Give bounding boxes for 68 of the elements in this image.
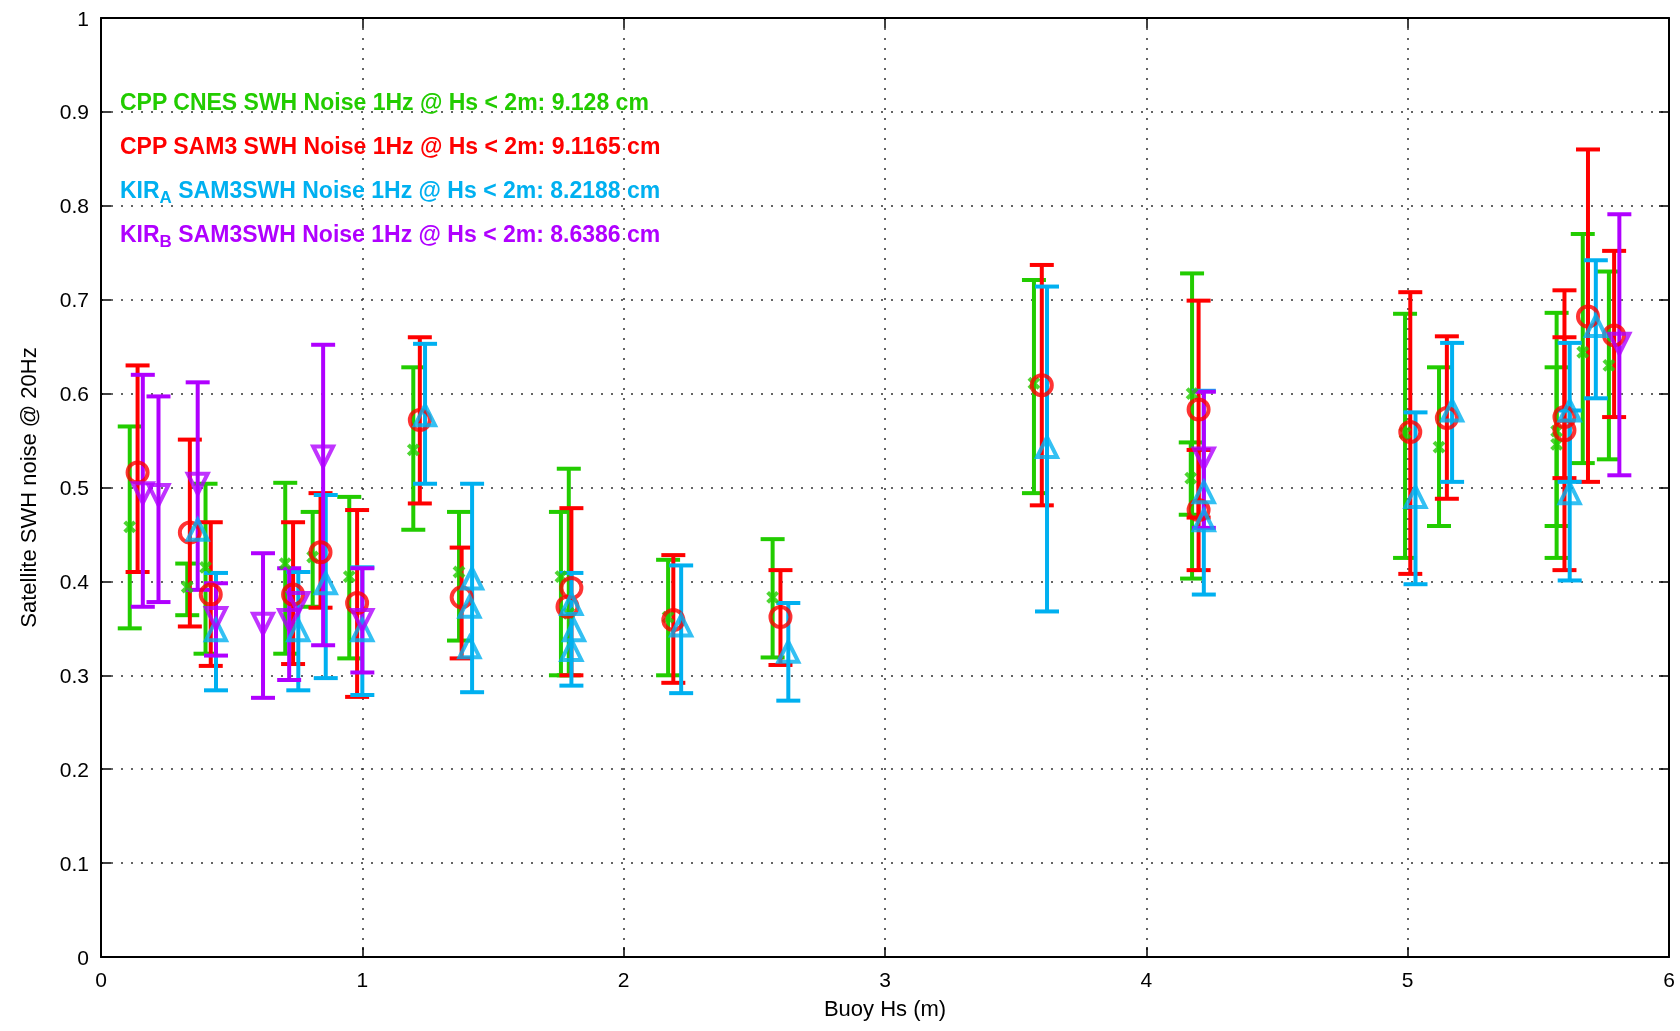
point [768,605,793,630]
text: CPP CNES SWH Noise 1Hz @ Hs < 2m: 9.128 cm [120,88,649,115]
x-tick-label: 0 [95,968,107,991]
point [452,565,467,580]
y-tick-label: 0.4 [59,569,90,593]
point [776,639,801,664]
point [413,403,438,428]
point [1185,386,1200,401]
point [308,540,333,565]
point [1191,446,1216,471]
x-tick-label: 5 [1401,968,1414,991]
point [1191,480,1216,505]
point [1575,345,1590,360]
point [146,483,171,508]
y-tick-label: 1 [77,6,89,30]
y-tick-label: 0.2 [59,757,89,781]
y-tick-label: 0.1 [59,851,89,875]
point [342,569,357,584]
point [559,637,584,662]
point [122,519,137,534]
point [130,481,155,506]
x-tick-label: 1 [356,968,369,991]
x-axis-title: Buoy Hs (m) [823,995,947,1021]
y-tick-label: 0.5 [59,476,89,499]
y-tick-label: 0.8 [59,194,89,218]
point [1607,331,1632,356]
point [350,607,375,632]
point [1582,311,1609,338]
point [184,515,211,542]
point [1403,484,1428,509]
point [1186,397,1211,422]
point [198,582,223,607]
point [1432,440,1447,455]
point [251,611,276,636]
point [203,606,228,631]
point [406,442,421,457]
point [311,444,336,469]
x-tick-label: 2 [617,968,630,991]
point [185,471,210,496]
x-tick-label: 3 [879,968,891,991]
text: CPP SAM3 SWH Noise 1Hz @ Hs < 2m: 9.1165 cm [120,132,661,159]
point [765,590,780,605]
point [1183,471,1198,486]
y-tick-label: 0.6 [59,382,89,406]
point [1191,508,1216,533]
point [285,591,312,618]
point [562,618,587,643]
x-tick-label: 4 [1140,968,1153,991]
point [1440,398,1465,423]
y-tick-label: 0 [77,945,89,969]
point [668,611,695,638]
point [180,580,195,595]
point [1398,420,1423,445]
y-tick-label: 0.9 [59,100,89,124]
point [1557,398,1582,423]
point [1601,358,1616,373]
point [286,618,311,643]
x-tick-label: 6 [1663,968,1675,991]
point [460,566,485,591]
point [1029,373,1054,398]
point [313,571,338,596]
point [278,556,293,571]
point [1557,481,1582,506]
y-tick-label: 0.3 [59,663,89,687]
point [1035,435,1060,460]
y-tick-label: 0.7 [59,288,89,312]
y-axis-title: Satellite SWH noise @ 20Hz [15,347,41,628]
point [456,592,483,619]
